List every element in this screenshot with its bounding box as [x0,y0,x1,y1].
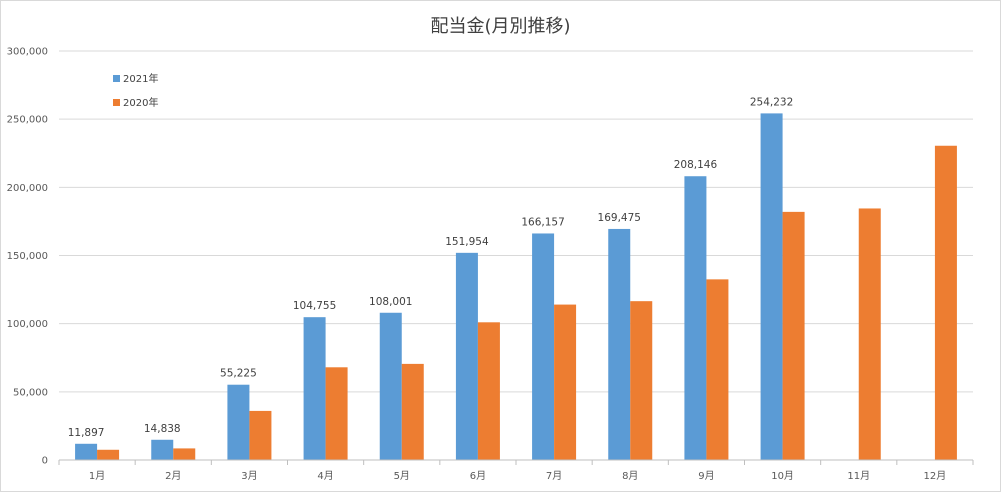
legend: 2021年 2020年 [113,72,158,109]
data-label: 151,954 [445,236,489,248]
x-tick-label: 5月 [394,470,410,482]
y-tick-label: 50,000 [13,387,48,398]
data-label: 14,838 [144,423,181,435]
data-labels: 11,897 14,838 55,225 104,755 108,001 151,954 1… [68,96,794,438]
bar-2020年-12月 [934,145,957,461]
data-label: 208,146 [674,159,718,171]
data-label: 254,232 [750,96,793,108]
x-tick-label: 7月 [546,470,562,482]
legend-label: 2021年 [123,72,158,85]
bar-2020年-5月 [401,363,424,460]
bar-2021年-1月 [75,443,98,460]
bar-2021年-2月 [151,439,174,460]
bar-2021年-3月 [227,384,250,460]
x-tick-label: 6月 [470,470,486,482]
x-tick-label: 10月 [771,470,794,482]
bar-2021年-8月 [608,228,631,460]
bar-2020年-8月 [630,301,653,460]
y-axis: 0 50,000 100,000 150,000 200,000 250,000 300,0… [7,47,48,467]
bar-2020年-11月 [858,208,881,460]
data-label: 166,157 [521,216,564,228]
bar-2020年-7月 [554,304,577,460]
data-label: 55,225 [220,368,257,380]
x-tick-label: 8月 [622,470,638,482]
data-label: 108,001 [369,296,412,308]
bar-2020年-6月 [477,322,500,460]
bar-2021年-7月 [532,233,555,460]
bar-2020年-3月 [249,410,272,460]
x-tick-label: 2月 [165,470,181,482]
data-label: 11,897 [68,427,105,439]
bar-2021年-10月 [760,113,783,461]
legend-label: 2020年 [123,96,158,109]
x-axis: 1月 2月 3月 4月 5月 6月 7月 8月 9月 10月 11月 12月 [58,459,974,482]
y-tick-label: 250,000 [7,115,48,126]
legend-swatch [113,75,120,82]
y-tick-label: 300,000 [7,47,48,58]
bar-2020年-4月 [325,367,348,460]
y-tick-label: 0 [42,456,48,467]
gridlines [59,50,973,393]
x-tick-label: 9月 [698,470,714,482]
bar-2021年-4月 [303,317,326,460]
chart-title: 配当金(月別推移) [430,16,571,37]
bar-2020年-1月 [97,449,120,460]
x-tick-label: 3月 [241,470,257,482]
bar-2021年-6月 [455,252,478,460]
bars [75,113,957,461]
x-tick-label: 12月 [924,470,947,482]
data-label: 104,755 [293,300,336,312]
x-tick-label: 4月 [317,470,333,482]
bar-2020年-10月 [782,211,805,460]
y-tick-label: 150,000 [7,251,48,262]
bar-2021年-5月 [379,312,402,460]
bar-2021年-9月 [684,176,707,461]
legend-swatch [113,99,120,106]
y-tick-label: 200,000 [7,183,48,194]
bar-2020年-2月 [173,448,196,460]
x-tick-label: 1月 [89,470,105,482]
bar-2020年-9月 [706,279,729,460]
y-tick-label: 100,000 [7,319,48,330]
data-label: 169,475 [598,212,641,224]
x-tick-label: 11月 [847,470,870,482]
